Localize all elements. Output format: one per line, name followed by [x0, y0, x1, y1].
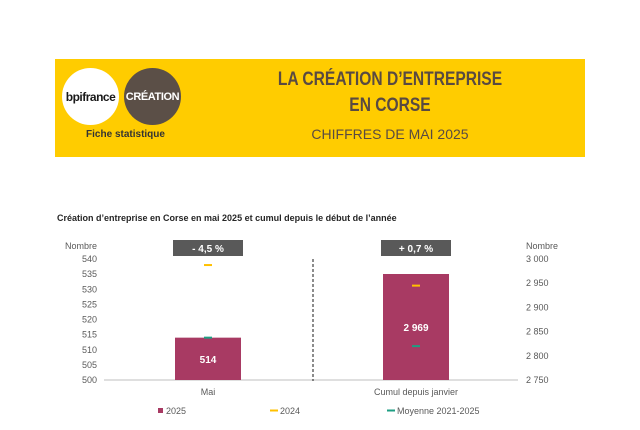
evolution-value: + 0,7 %: [399, 244, 433, 255]
category-label: Cumul depuis janvier: [374, 387, 458, 397]
bpifrance-logo: bpifrance: [62, 68, 119, 125]
bar-2025: [383, 274, 449, 380]
left-axis-label: Nombre: [65, 241, 97, 251]
chart-title: Création d’entreprise en Corse en mai 20…: [57, 213, 397, 223]
category-label: Mai: [201, 387, 216, 397]
right-tick-label: 2 850: [526, 327, 549, 337]
legend-label: 2025: [166, 406, 186, 416]
left-tick-label: 500: [82, 375, 97, 385]
bar-2025: [175, 337, 241, 380]
bar-value-label: 514: [200, 355, 217, 366]
left-tick-label: 510: [82, 345, 97, 355]
left-tick-label: 530: [82, 284, 97, 294]
header-banner: bpifrance CRÉATION Fiche statistique LA …: [55, 59, 585, 157]
left-tick-label: 515: [82, 330, 97, 340]
evolution-badge: [381, 240, 451, 256]
page-subtitle: CHIFFRES DE MAI 2025: [311, 126, 469, 142]
creation-logo-text: CRÉATION: [125, 90, 180, 103]
legend-label: Moyenne 2021-2025: [397, 406, 480, 416]
creation-logo: CRÉATION: [124, 68, 181, 125]
right-tick-label: 2 800: [526, 351, 549, 361]
page-title-line2: EN CORSE: [349, 95, 431, 116]
left-tick-label: 520: [82, 315, 97, 325]
legend-swatch-2025: [158, 408, 163, 413]
evolution-value: - 4,5 %: [192, 244, 224, 255]
left-tick-label: 525: [82, 299, 97, 309]
fiche-label: Fiche statistique: [86, 129, 165, 140]
right-tick-label: 2 900: [526, 302, 549, 312]
right-axis-label: Nombre: [526, 241, 558, 251]
right-tick-label: 2 750: [526, 375, 549, 385]
bpifrance-logo-text: bpifrance: [65, 89, 116, 104]
left-tick-label: 535: [82, 269, 97, 279]
evolution-badge: [173, 240, 243, 256]
legend-label: 2024: [280, 406, 300, 416]
right-tick-label: 3 000: [526, 254, 549, 264]
left-tick-label: 505: [82, 360, 97, 370]
page-title-line1: LA CRÉATION D’ENTREPRISE: [277, 69, 503, 90]
left-tick-label: 540: [82, 254, 97, 264]
bar-value-label: 2 969: [403, 323, 428, 334]
right-tick-label: 2 950: [526, 278, 549, 288]
